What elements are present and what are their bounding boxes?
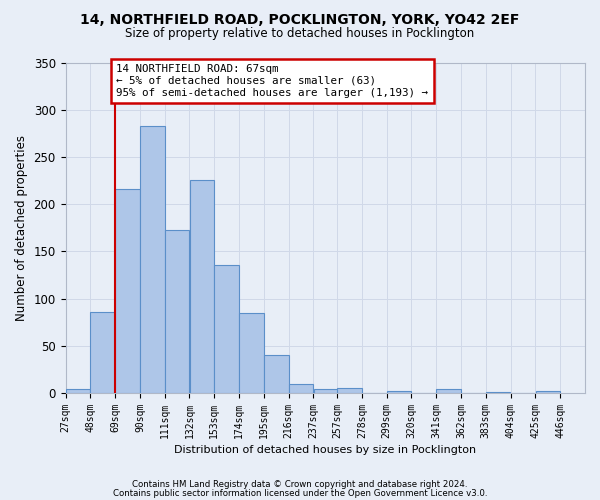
Bar (239, 313, 264, 393)
Bar (337, 388, 362, 393)
Bar (387, 391, 412, 393)
Text: 14 NORTHFIELD ROAD: 67sqm
← 5% of detached houses are smaller (63)
95% of semi-d: 14 NORTHFIELD ROAD: 67sqm ← 5% of detach… (116, 64, 428, 98)
Bar (65, 390, 90, 393)
Text: 14, NORTHFIELD ROAD, POCKLINGTON, YORK, YO42 2EF: 14, NORTHFIELD ROAD, POCKLINGTON, YORK, … (80, 12, 520, 26)
Bar (190, 180, 214, 393)
Text: Contains HM Land Registry data © Crown copyright and database right 2024.: Contains HM Land Registry data © Crown c… (132, 480, 468, 489)
Y-axis label: Number of detached properties: Number of detached properties (15, 135, 28, 321)
Bar (140, 126, 164, 393)
Bar (536, 391, 560, 393)
Bar (115, 189, 140, 393)
Bar (314, 390, 338, 393)
Text: Size of property relative to detached houses in Pocklington: Size of property relative to detached ho… (125, 28, 475, 40)
Bar (486, 392, 511, 393)
Bar (214, 264, 239, 393)
Bar (436, 390, 461, 393)
Bar (91, 312, 115, 393)
Bar (289, 384, 313, 393)
Bar (165, 230, 190, 393)
X-axis label: Distribution of detached houses by size in Pocklington: Distribution of detached houses by size … (174, 445, 476, 455)
Text: Contains public sector information licensed under the Open Government Licence v3: Contains public sector information licen… (113, 489, 487, 498)
Bar (264, 356, 289, 393)
